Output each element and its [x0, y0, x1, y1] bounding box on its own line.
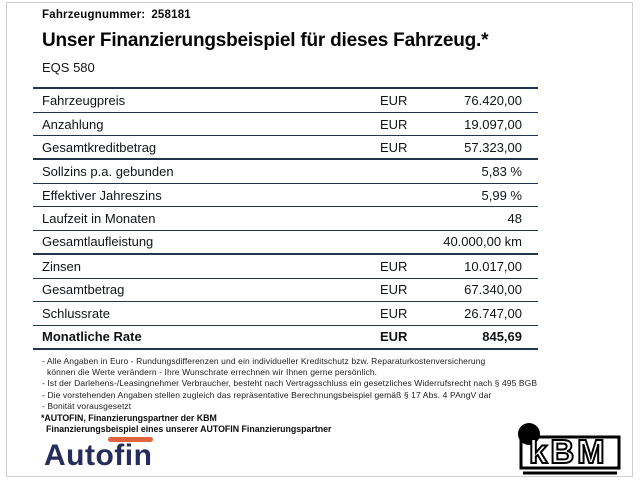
table-row: Schlussrate EUR 26.747,00 — [33, 302, 538, 326]
row-value: 57.323,00 — [464, 139, 522, 155]
autofin-logo-text: Autofin — [44, 439, 153, 472]
row-value: 67.340,00 — [464, 282, 522, 298]
row-label: Monatliche Rate — [42, 329, 142, 345]
footnote-line: - Alle Angaben in Euro - Rundungsdiffere… — [42, 356, 486, 366]
row-currency: EUR — [380, 116, 408, 132]
table-row: Anzahlung EUR 19.097,00 — [33, 113, 538, 137]
vehicle-number: Fahrzeugnummer: 258181 — [42, 9, 191, 21]
row-label: Sollzins p.a. gebunden — [42, 163, 174, 179]
footnote-line: können die Werte verändern - Ihre Wunsch… — [47, 367, 378, 378]
row-value: 5,83 % — [481, 163, 522, 179]
partner-note-line: *AUTOFIN, Finanzierungspartner der KBM — [41, 413, 217, 423]
row-label: Gesamtkreditbetrag — [42, 139, 157, 155]
footnote-line: - Die vorstehenden Angaben stellen zugle… — [42, 389, 492, 400]
partner-note: *AUTOFIN, Finanzierungspartner der KBM Fi… — [41, 413, 601, 435]
table-row: Gesamtkreditbetrag EUR 57.323,00 — [33, 136, 538, 161]
kbm-logo: kBM — [512, 423, 626, 482]
vehicle-model: EQS 580 — [42, 60, 95, 75]
row-label: Zinsen — [42, 258, 82, 274]
row-label: Laufzeit in Monaten — [42, 211, 156, 227]
row-value: 845,69 — [482, 329, 522, 345]
row-value: 19.097,00 — [464, 116, 522, 132]
table-row: Gesamtbetrag EUR 67.340,00 — [33, 279, 538, 303]
row-currency: EUR — [380, 139, 408, 155]
row-label: Anzahlung — [42, 116, 104, 132]
table-row: Monatliche Rate EUR 845,69 — [33, 326, 538, 350]
table-row: Effektiver Jahreszins 5,99 % — [33, 184, 538, 208]
partner-note-line: Finanzierungsbeispiel eines unserer AUTO… — [46, 424, 332, 435]
vehicle-number-label: Fahrzeugnummer: — [42, 9, 146, 21]
row-value: 40.000,00 km — [443, 234, 522, 250]
table-row: Zinsen EUR 10.017,00 — [33, 255, 538, 279]
row-currency: EUR — [380, 306, 408, 322]
vehicle-number-value: 258181 — [151, 9, 191, 21]
footnote-line: - Ist der Darlehens-/Leasingnehmer Verbr… — [42, 378, 538, 389]
row-value: 26.747,00 — [464, 306, 522, 322]
row-label: Effektiver Jahreszins — [42, 187, 162, 203]
kbm-logo-text: kBM — [529, 433, 608, 470]
row-currency: EUR — [380, 329, 408, 345]
row-value: 10.017,00 — [464, 258, 522, 274]
row-currency: EUR — [380, 92, 408, 108]
autofin-accent-bar-icon — [108, 437, 154, 442]
row-value: 48 — [507, 211, 522, 227]
row-label: Gesamtbetrag — [42, 282, 125, 298]
kbm-circle-icon — [518, 423, 540, 445]
table-row: Laufzeit in Monaten 48 — [33, 207, 538, 232]
kbm-logo-icon: kBM — [518, 423, 621, 475]
autofin-logo: Autofin — [44, 436, 154, 472]
page-title: Unser Finanzierungsbeispiel für dieses F… — [42, 30, 489, 51]
row-label: Fahrzeugpreis — [42, 92, 126, 108]
row-currency: EUR — [380, 258, 408, 274]
row-value: 76.420,00 — [464, 92, 522, 108]
table-row: Fahrzeugpreis EUR 76.420,00 — [33, 89, 538, 113]
row-value: 5,99 % — [481, 187, 522, 203]
table-row: Sollzins p.a. gebunden 5,83 % — [33, 160, 538, 184]
row-label: Schlussrate — [42, 306, 110, 322]
footnote-line: - Bonität vorausgesetzt — [42, 400, 132, 411]
table-row: Gesamtlaufleistung 40.000,00 km — [33, 231, 538, 255]
footnotes: - Alle Angaben in Euro - Rundungsdiffere… — [42, 356, 602, 412]
financing-table: Fahrzeugpreis EUR 76.420,00 Anzahlung EUR 19.… — [33, 87, 538, 350]
row-label: Gesamtlaufleistung — [42, 234, 154, 250]
row-currency: EUR — [380, 282, 408, 298]
